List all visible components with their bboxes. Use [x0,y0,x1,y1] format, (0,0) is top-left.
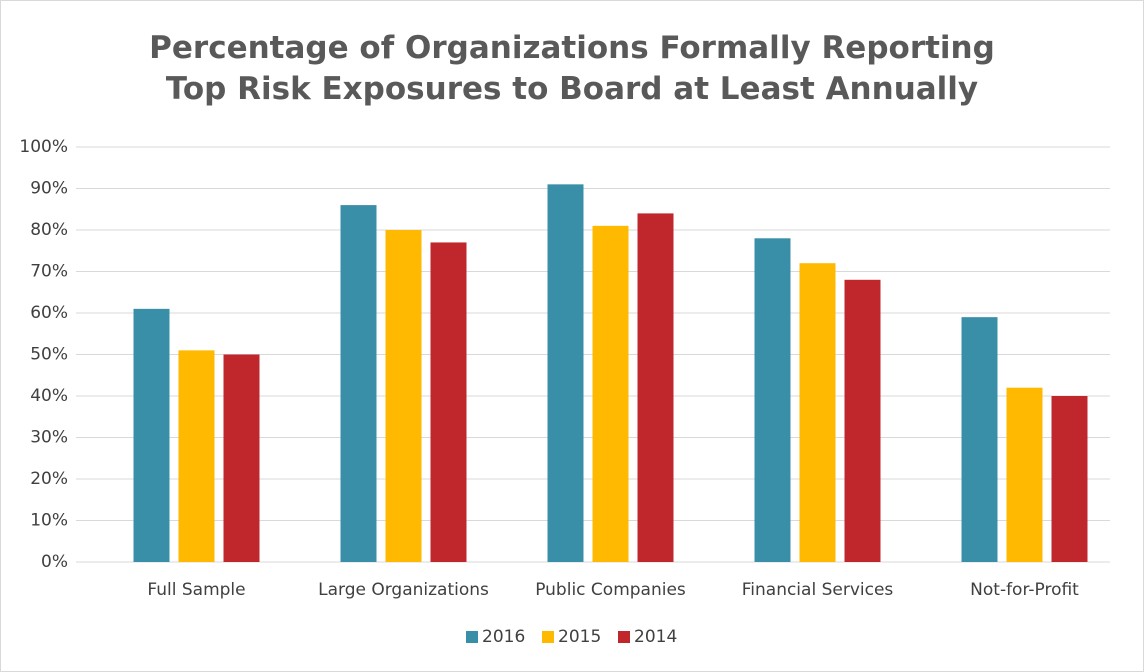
bar [340,205,377,562]
bar [592,225,629,562]
legend-swatch [618,631,630,643]
y-tick-label: 100% [19,137,68,157]
bar [430,242,467,562]
y-tick-label: 10% [30,511,68,531]
legend-label: 2015 [558,627,601,647]
bar [799,263,836,562]
y-tick-label: 50% [30,345,68,365]
bar [178,350,215,562]
x-tick-label: Financial Services [742,580,894,600]
bar [385,230,422,562]
bar [844,279,881,562]
bar [547,184,584,562]
bar [637,213,674,562]
bar [961,317,998,562]
bar [754,238,791,563]
bar [1006,387,1043,562]
x-tick-label: Large Organizations [318,580,489,600]
x-tick-label: Full Sample [147,580,245,600]
x-tick-label: Not-for-Profit [970,580,1079,600]
legend-label: 2016 [482,627,525,647]
x-tick-label: Public Companies [535,580,686,600]
legend-swatch [466,631,478,643]
bar [1051,396,1088,562]
legend-swatch [542,631,554,643]
y-tick-label: 40% [30,386,68,406]
y-tick-label: 30% [30,428,68,448]
bar [133,308,170,562]
legend-label: 2014 [634,627,677,647]
y-tick-label: 90% [30,179,68,199]
chart-title: Percentage of Organizations Formally Rep… [149,30,995,107]
y-tick-label: 60% [30,303,68,323]
y-tick-label: 80% [30,220,68,240]
bar [223,354,260,562]
y-tick-label: 0% [41,552,68,572]
y-tick-label: 20% [30,469,68,489]
y-tick-label: 70% [30,262,68,282]
